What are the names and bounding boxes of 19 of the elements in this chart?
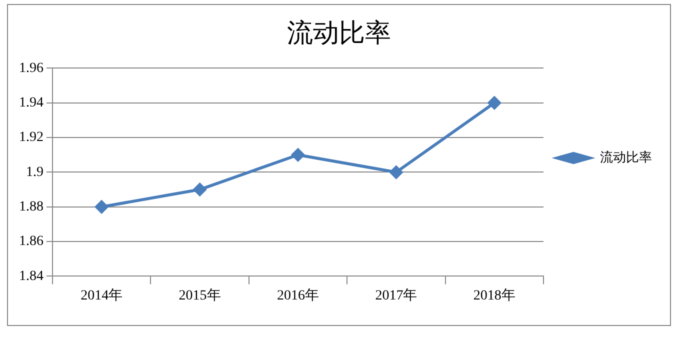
y-tick-label: 1.86 bbox=[19, 234, 44, 250]
x-tick-label: 2016年 bbox=[277, 287, 319, 304]
point bbox=[193, 183, 206, 196]
point bbox=[488, 96, 501, 110]
x-tick-label: 2015年 bbox=[178, 287, 221, 304]
legend-label: 流动比率 bbox=[600, 149, 652, 166]
x-tick-label: 2018年 bbox=[473, 287, 516, 304]
y-tick-label: 1.96 bbox=[19, 60, 44, 76]
point bbox=[95, 200, 108, 214]
x-tick-label: 2017年 bbox=[375, 287, 418, 304]
y-tick-label: 1.88 bbox=[19, 200, 44, 215]
y-tick-label: 1.92 bbox=[19, 130, 44, 146]
y-tick-label: 1.84 bbox=[19, 268, 44, 284]
x-tick-label: 2014年 bbox=[80, 287, 123, 304]
point bbox=[390, 166, 403, 179]
point bbox=[292, 148, 304, 162]
y-tick-label: 1.9 bbox=[26, 164, 44, 180]
y-tick-label: 1.94 bbox=[19, 96, 44, 111]
chart-title: 流动比率 bbox=[287, 18, 391, 48]
